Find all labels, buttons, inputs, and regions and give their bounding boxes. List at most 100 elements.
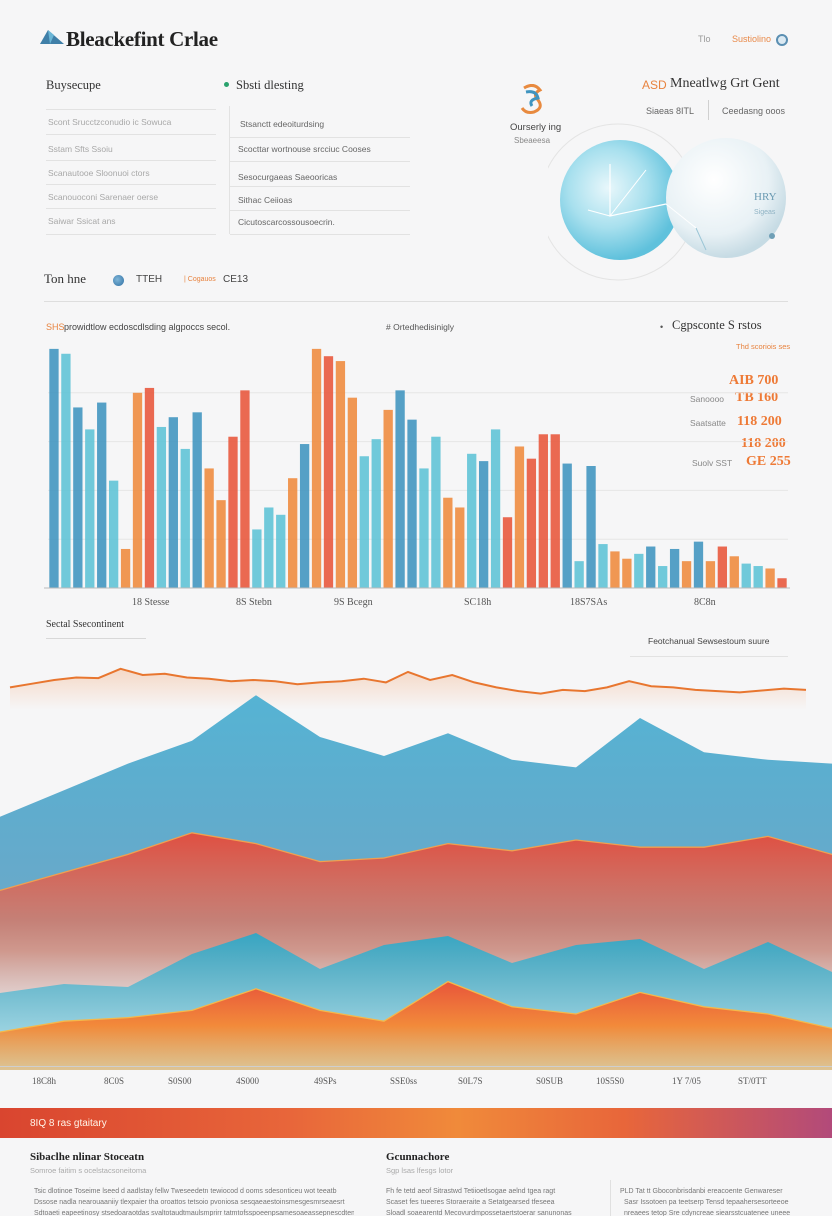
bar bbox=[717, 546, 728, 588]
bar bbox=[204, 468, 214, 588]
footer-col-text: Fh fe tetd aeof Sitrastwd Tetiioetlsogae… bbox=[386, 1188, 556, 1195]
stat-label: Saatsatte bbox=[690, 418, 726, 428]
bar bbox=[288, 478, 298, 588]
bar bbox=[168, 417, 178, 588]
footer-col-sub: Somroe faitim s ocelstacsoneitoma bbox=[30, 1166, 147, 1175]
bar bbox=[132, 392, 143, 588]
bar bbox=[586, 466, 596, 588]
footer-col-text: Sdtoaeti eapeetinosy stsedoaraotdas sval… bbox=[34, 1210, 354, 1216]
badge-subtitle: Sbeaeesa bbox=[514, 136, 551, 145]
profile-icon[interactable] bbox=[776, 34, 788, 46]
footer-col-text: Scaset fes tueeres Storaeraite a Setatge… bbox=[386, 1199, 555, 1206]
stat-value: GE 255 bbox=[746, 454, 791, 469]
stat-value: TB 160 bbox=[735, 390, 779, 405]
right-header-sub: Ceedasng ooos bbox=[722, 106, 786, 116]
line-chart-right-label: Feotchanual Sewsestoum suure bbox=[648, 636, 770, 646]
bar bbox=[777, 578, 787, 588]
left-panel-title: Buysecupe bbox=[46, 78, 101, 92]
left-row: Saiwar Ssicat ans bbox=[48, 216, 116, 226]
bar bbox=[240, 390, 250, 588]
badge-icon bbox=[520, 84, 543, 114]
bar bbox=[753, 566, 763, 588]
area-x-tick: 1Y 7/05 bbox=[672, 1076, 701, 1086]
middle-row: Sithac Ceiioas bbox=[238, 195, 293, 205]
x-tick-label: SC18h bbox=[464, 597, 492, 608]
bar bbox=[156, 426, 167, 588]
bar bbox=[478, 461, 489, 588]
bar bbox=[371, 439, 381, 588]
header-link[interactable]: Tlo bbox=[698, 34, 711, 44]
footer-banner bbox=[0, 1108, 832, 1138]
middle-panel-title: Sbsti dlesting bbox=[236, 78, 304, 92]
bar bbox=[395, 390, 405, 588]
bar bbox=[264, 507, 274, 588]
stat-value: 118 200 bbox=[737, 414, 782, 429]
orb-graphic: HRY Sigeas bbox=[548, 123, 786, 281]
bar bbox=[693, 541, 704, 588]
footer-banner-text: 8IQ 8 ras gtaitary bbox=[30, 1118, 107, 1129]
brand-title[interactable]: Bleackefint Crlae bbox=[66, 27, 218, 51]
middle-row: Sesocurgaeas Saeooricas bbox=[238, 172, 338, 182]
orb-sublabel: Sigeas bbox=[754, 209, 776, 216]
x-tick-label: 9S Bcegn bbox=[334, 597, 373, 608]
footer-col-title: Gcunnachore bbox=[386, 1151, 450, 1163]
bar bbox=[335, 361, 346, 588]
bar bbox=[467, 453, 477, 588]
middle-row: Cicutoscarcossousoecrin. bbox=[238, 217, 335, 227]
bar-chart-right-sub: Thd scoriois ses bbox=[736, 342, 791, 351]
stat-value: AIB 700 bbox=[729, 373, 779, 388]
bar bbox=[192, 412, 202, 588]
footer-col-text: Sasr Issotoen pa teetserp Tensd tepaaher… bbox=[624, 1199, 789, 1206]
header-link-highlight[interactable]: Sustiolino bbox=[732, 34, 772, 44]
bar bbox=[658, 566, 668, 588]
bar bbox=[407, 419, 417, 588]
left-row: Scanautooe Sloonuoi ctors bbox=[48, 168, 150, 178]
status-dot-icon bbox=[224, 82, 229, 87]
line-chart bbox=[9, 667, 807, 710]
legend-item[interactable]: CE13 bbox=[223, 274, 249, 285]
right-header-title: Mneatlwg Grt Gent bbox=[670, 76, 780, 91]
footer-col-text: Tsic dlotinoe Toseime lseed d aadlstay f… bbox=[34, 1188, 337, 1195]
bar bbox=[765, 568, 775, 588]
bar bbox=[550, 434, 560, 588]
middle-row: Stsanctt edeoiturdsing bbox=[240, 119, 325, 129]
area-series bbox=[0, 981, 832, 1070]
badge-title: Ourserly ing bbox=[510, 122, 562, 133]
bar bbox=[490, 429, 501, 588]
bar bbox=[120, 548, 131, 588]
footer-col-title: Sibaclhe nlinar Stoceatn bbox=[30, 1151, 145, 1163]
bar bbox=[598, 544, 608, 588]
area-x-tick: S0L7S bbox=[458, 1076, 483, 1086]
left-row: Scanouoconi Sarenaer oerse bbox=[48, 192, 159, 202]
bar bbox=[299, 444, 310, 588]
legend-item[interactable]: TTEH bbox=[136, 274, 163, 285]
line-series bbox=[9, 667, 807, 695]
area-x-tick: 4S000 bbox=[236, 1076, 260, 1086]
bar bbox=[323, 356, 334, 588]
footer-col-text: PLD Tat tt Gboconbrisdanbi ereacoente Ge… bbox=[620, 1188, 783, 1195]
area-chart bbox=[0, 695, 832, 1070]
line-chart-title: Sectal Ssecontinent bbox=[46, 619, 125, 630]
bar bbox=[455, 507, 465, 588]
bar bbox=[443, 497, 453, 588]
area-x-tick: SSE0ss bbox=[390, 1076, 418, 1086]
brand-logo-icon bbox=[40, 30, 64, 44]
left-row: Scont Srucctzconudio ic Sowuca bbox=[48, 117, 172, 127]
legend-swatch-icon bbox=[113, 275, 124, 286]
bar bbox=[634, 553, 644, 588]
bar-chart-title: prowidtlow ecdoscdlsding algpoccs secol. bbox=[64, 322, 231, 332]
area-x-tick: ST/0TT bbox=[738, 1076, 767, 1086]
area-x-tick: 8C0S bbox=[104, 1076, 125, 1086]
bar bbox=[216, 500, 226, 588]
footer-col-text: Sloadl soaearentd Mecovurdmpossetaertsto… bbox=[386, 1210, 572, 1216]
bar bbox=[383, 409, 393, 588]
bar bbox=[359, 456, 369, 588]
bar-chart-title-prefix: SHS bbox=[46, 322, 65, 332]
bar bbox=[669, 548, 680, 588]
bar bbox=[729, 556, 739, 588]
bar bbox=[252, 529, 262, 588]
stat-label: Suolv SST bbox=[692, 458, 733, 468]
footer-col-text: nreaees tetop Sre cdyncreae siearsstcuat… bbox=[624, 1210, 791, 1216]
bar bbox=[108, 480, 119, 588]
area-x-tick: 18C8h bbox=[32, 1076, 57, 1086]
